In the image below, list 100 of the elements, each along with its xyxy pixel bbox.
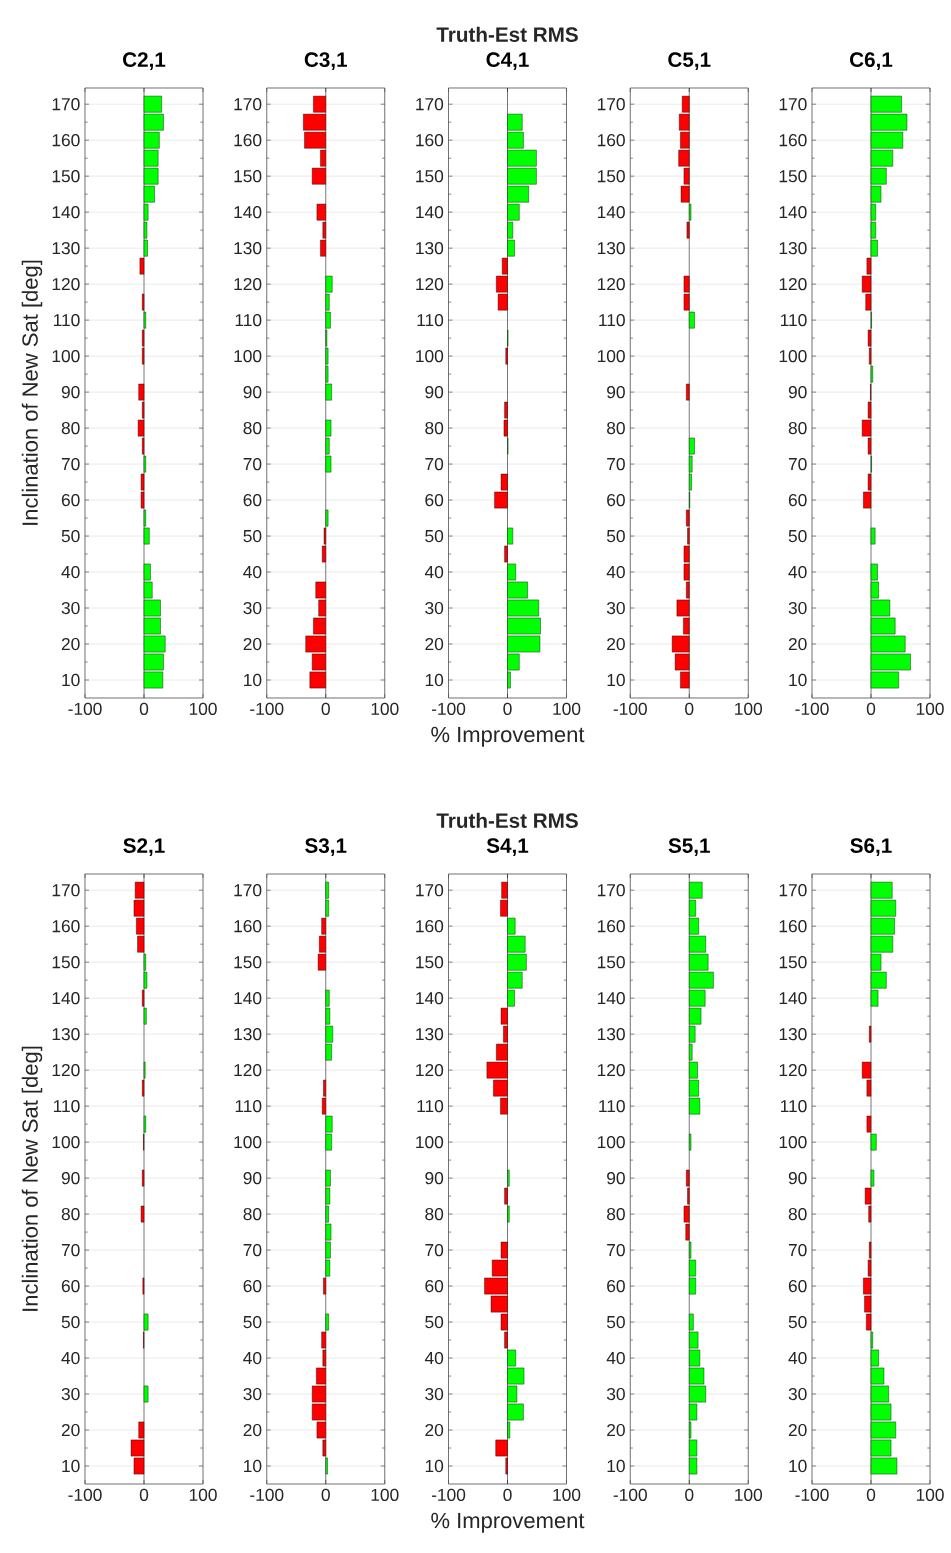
y-tick-label: 170	[234, 98, 262, 111]
y-tick-label: 140	[597, 992, 625, 1005]
y-tick-label: 40	[243, 1351, 262, 1365]
y-tick-label: 20	[788, 1423, 807, 1437]
y-tick-label: 70	[243, 1243, 262, 1257]
y-tick-label: 20	[788, 637, 807, 651]
y-tick-label: 80	[607, 1207, 625, 1221]
y-tick-label: 30	[425, 1387, 444, 1401]
x-tick-label: 0	[866, 1488, 876, 1501]
y-tick-label: 90	[425, 1171, 444, 1185]
x-tick-label: 0	[866, 702, 876, 715]
y-tick-label: 40	[788, 1351, 807, 1365]
y-tick-label: 110	[417, 313, 444, 327]
chart-title: S5,1	[668, 838, 710, 856]
y-tick-label: 70	[61, 1243, 80, 1257]
y-tick-label: 70	[607, 457, 625, 471]
y-tick-label: 130	[52, 1028, 80, 1041]
y-tick-label: 30	[606, 1387, 625, 1401]
y-tick-label: 20	[243, 637, 262, 651]
y-tick-label: 100	[779, 1135, 807, 1149]
y-tick-label: 100	[779, 349, 807, 363]
y-tick-label: 20	[607, 637, 625, 651]
y-tick-label: 30	[788, 601, 807, 615]
y-tick-label: 160	[779, 920, 807, 933]
y-tick-label: 120	[416, 1063, 444, 1077]
y-tick-label: 80	[243, 1207, 262, 1221]
y-tick-label: 120	[597, 1063, 625, 1077]
chart-title: S3,1	[305, 838, 347, 856]
y-tick-label: 70	[788, 1243, 807, 1257]
y-tick-label: 130	[416, 1028, 444, 1041]
chart-title: C4,1	[486, 52, 529, 70]
x-tick-label: 100	[189, 1488, 217, 1501]
y-tick-label: 110	[599, 1099, 625, 1113]
chart-title: C3,1	[304, 52, 347, 70]
y-tick-label: 140	[779, 206, 807, 219]
y-tick-label: 50	[425, 529, 444, 543]
y-tick-label: 40	[61, 1351, 80, 1365]
y-tick-label: 160	[52, 134, 80, 147]
y-tick-label: 160	[52, 920, 80, 933]
x-tick-label: 0	[321, 1488, 330, 1501]
y-tick-label: 40	[61, 565, 80, 579]
y-tick-label: 50	[243, 1315, 262, 1329]
y-tick-label: 60	[243, 1279, 262, 1293]
y-tick-label: 40	[424, 565, 444, 579]
y-tick-label: 100	[597, 1135, 625, 1149]
y-tick-label: 60	[788, 493, 807, 507]
y-tick-label: 110	[235, 1099, 262, 1113]
y-tick-label: 20	[61, 637, 80, 651]
x-tick-label: 100	[916, 1488, 944, 1501]
y-tick-label: 160	[416, 920, 444, 933]
y-tick-label: 130	[779, 242, 807, 255]
y-tick-label: 80	[425, 421, 444, 435]
y-tick-label: 160	[416, 134, 444, 147]
y-tick-label: 120	[52, 1063, 80, 1077]
y-tick-label: 60	[61, 493, 80, 507]
y-tick-label: 20	[61, 1423, 80, 1437]
y-tick-label: 150	[779, 170, 807, 183]
x-axis-title: % Improvement	[431, 726, 585, 747]
y-tick-label: 60	[607, 493, 625, 507]
x-tick-label: 100	[553, 702, 581, 715]
x-tick-label: -100	[431, 1488, 466, 1501]
chart-title: C2,1	[123, 52, 166, 70]
text: Truth-Est RMS	[436, 26, 578, 42]
x-tick-label: 0	[685, 702, 694, 715]
x-tick-label: -100	[250, 1488, 284, 1501]
x-tick-label: -100	[795, 702, 829, 715]
y-tick-label: 90	[243, 385, 262, 399]
y-tick-label: 50	[61, 529, 80, 543]
chart-title: S2,1	[123, 838, 165, 856]
y-tick-label: 90	[243, 1171, 262, 1185]
y-tick-label: 90	[788, 385, 807, 399]
y-tick-label: 30	[606, 601, 625, 615]
y-tick-label: 10	[244, 673, 262, 687]
y-tick-label: 170	[52, 98, 80, 111]
y-tick-label: 70	[425, 457, 444, 471]
y-tick-label: 50	[788, 529, 807, 543]
y-tick-label: 90	[61, 385, 80, 399]
y-tick-label: 140	[234, 992, 262, 1005]
y-tick-label: 90	[607, 385, 625, 399]
y-tick-label: 170	[234, 884, 262, 897]
y-tick-label: 30	[243, 601, 262, 615]
y-tick-label: 10	[62, 673, 80, 687]
y-tick-label: 150	[416, 956, 444, 969]
y-tick-label: 140	[416, 992, 444, 1005]
x-axis-title: % Improvement	[431, 1512, 585, 1533]
y-tick-label: 80	[243, 421, 262, 435]
y-tick-label: 10	[425, 1459, 444, 1473]
y-tick-label: 110	[780, 313, 807, 327]
y-tick-label: 130	[779, 1028, 807, 1041]
x-tick-label: -100	[250, 702, 284, 715]
y-tick-label: 70	[243, 457, 262, 471]
y-tick-label: 90	[788, 1171, 807, 1185]
x-tick-label: -100	[68, 1488, 102, 1501]
y-tick-label: 110	[417, 1099, 444, 1113]
y-tick-label: 150	[416, 170, 444, 183]
y-tick-label: 30	[61, 1387, 80, 1401]
y-tick-label: 150	[597, 170, 625, 183]
y-tick-label: 60	[243, 493, 262, 507]
x-tick-label: -100	[795, 1488, 829, 1501]
chart-title: S6,1	[850, 838, 892, 856]
